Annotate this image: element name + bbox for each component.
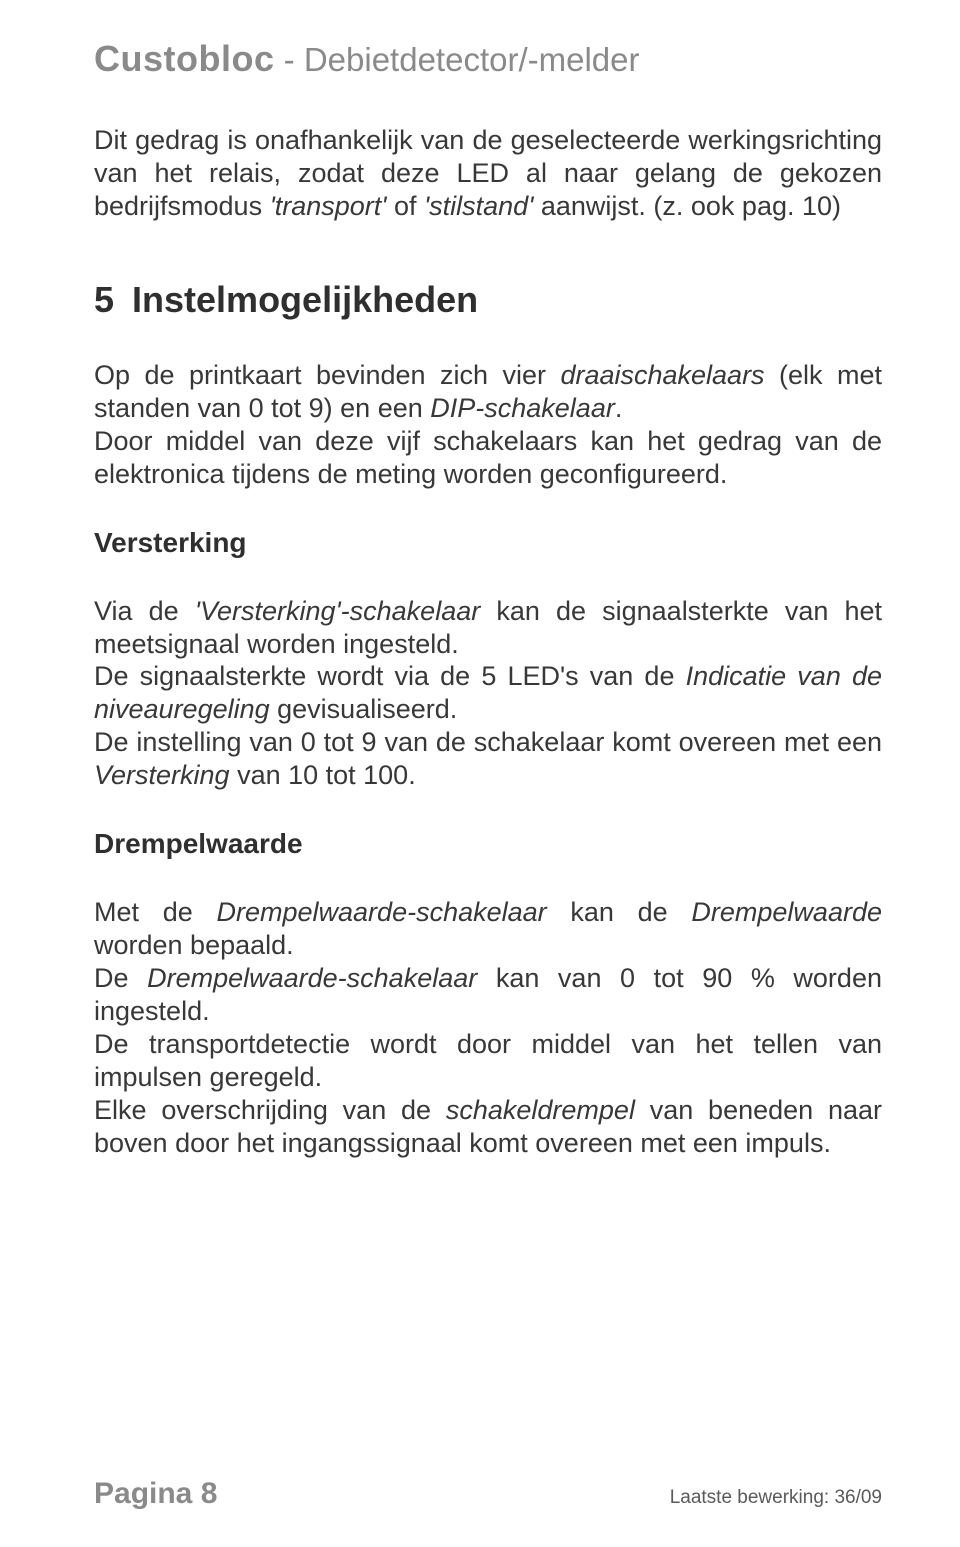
document-page: Custobloc - Debietdetector/-melder Dit g… — [0, 0, 960, 1160]
intro-paragraph: Dit gedrag is onafhankelijk van de gesel… — [94, 124, 882, 223]
drempel-p2: De Drempelwaarde-schakelaar kan van 0 to… — [94, 962, 882, 1028]
v-p3-a: De instelling van 0 tot 9 van de schakel… — [94, 727, 882, 757]
brand-name: Custobloc — [94, 38, 275, 79]
revision-label: Laatste bewerking: 36/09 — [670, 1487, 882, 1509]
v-p1-a: Via de — [94, 596, 195, 626]
versterking-p2: De signaalsterkte wordt via de 5 LED's v… — [94, 660, 882, 726]
section5-p1: Op de printkaart bevinden zich vier draa… — [94, 359, 882, 425]
v-p2-c: gevisualiseerd. — [270, 694, 458, 724]
intro-text-e: aanwijst. (z. ook pag. 10) — [533, 191, 841, 221]
drempel-p4: Elke overschrijding van de schakeldrempe… — [94, 1094, 882, 1160]
versterking-p3: De instelling van 0 tot 9 van de schakel… — [94, 726, 882, 792]
versterking-p1: Via de 'Versterking'-schakelaar kan de s… — [94, 595, 882, 661]
page-number: Pagina 8 — [94, 1477, 217, 1511]
d-p1-a: Met de — [94, 897, 217, 927]
d-p4-b: schakeldrempel — [446, 1095, 635, 1125]
v-p3-c: van 10 tot 100. — [230, 760, 416, 790]
header-subtitle: Debietdetector/-melder — [304, 41, 640, 78]
drempel-heading: Drempelwaarde — [94, 828, 882, 860]
section-5-number: 5 — [94, 279, 114, 321]
s5-p1-e: . — [615, 393, 623, 423]
v-p2-a: De signaalsterkte wordt via de 5 LED's v… — [94, 661, 686, 691]
d-p1-c: kan de — [547, 897, 692, 927]
d-p2-b: Drempelwaarde-schakelaar — [147, 963, 477, 993]
section5-p2: Door middel van deze vijf schakelaars ka… — [94, 425, 882, 491]
d-p2-a: De — [94, 963, 147, 993]
d-p4-a: Elke overschrijding van de — [94, 1095, 446, 1125]
intro-text-c: of — [386, 191, 424, 221]
v-p3-b: Versterking — [94, 760, 230, 790]
drempel-p1: Met de Drempelwaarde-schakelaar kan de D… — [94, 896, 882, 962]
s5-p1-b: draaischakelaars — [560, 360, 764, 390]
section-5-heading: 5 Instelmogelijkheden — [94, 279, 882, 321]
versterking-heading: Versterking — [94, 527, 882, 559]
page-footer: Pagina 8 Laatste bewerking: 36/09 — [94, 1477, 882, 1511]
drempel-p3: De transportdetectie wordt door middel v… — [94, 1028, 882, 1094]
intro-stilstand: 'stilstand' — [424, 191, 533, 221]
v-p1-b: 'Versterking'-schakelaar — [195, 596, 480, 626]
page-header: Custobloc - Debietdetector/-melder — [94, 38, 882, 80]
s5-p1-d: DIP-schakelaar — [430, 393, 615, 423]
intro-transport: 'transport' — [270, 191, 387, 221]
header-separator: - — [275, 41, 304, 78]
d-p1-e: worden bepaald. — [94, 930, 294, 960]
s5-p1-a: Op de printkaart bevinden zich vier — [94, 360, 560, 390]
d-p1-d: Drempelwaarde — [691, 897, 882, 927]
section-5-title: Instelmogelijkheden — [132, 279, 478, 320]
d-p1-b: Drempelwaarde-schakelaar — [217, 897, 547, 927]
